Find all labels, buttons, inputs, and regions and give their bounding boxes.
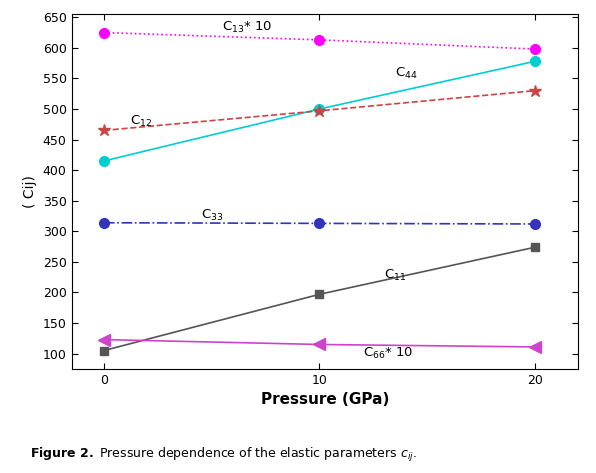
Text: C$_{44}$: C$_{44}$ (395, 66, 418, 81)
Y-axis label: ( Cij): ( Cij) (23, 175, 37, 208)
Text: C$_{11}$: C$_{11}$ (384, 268, 406, 283)
Text: C$_{66}$* 10: C$_{66}$* 10 (362, 346, 413, 361)
Text: C$_{33}$: C$_{33}$ (201, 208, 224, 223)
Text: C$_{12}$: C$_{12}$ (130, 114, 152, 129)
Text: C$_{13}$* 10: C$_{13}$* 10 (222, 20, 273, 35)
Text: $\mathbf{Figure\ 2.}$ Pressure dependence of the elastic parameters $c_{ij}$.: $\mathbf{Figure\ 2.}$ Pressure dependenc… (30, 446, 417, 464)
X-axis label: Pressure (GPa): Pressure (GPa) (260, 393, 389, 407)
